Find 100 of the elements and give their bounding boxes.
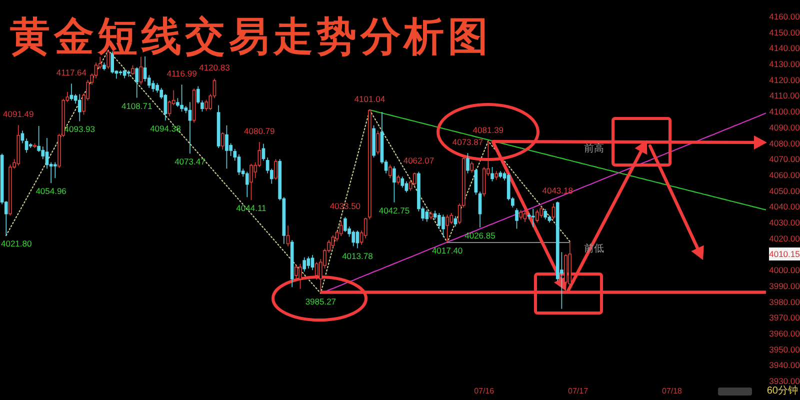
candlestick xyxy=(474,168,478,196)
candlestick xyxy=(540,206,543,218)
candlestick xyxy=(552,203,556,220)
candlestick xyxy=(466,152,470,174)
y-tick-label: 4040.00 xyxy=(769,202,800,212)
candlestick xyxy=(490,166,494,182)
y-tick-label: 3940.00 xyxy=(769,360,800,370)
annotation: 3985.27 xyxy=(305,296,336,306)
annotation: 4101.04 xyxy=(354,94,386,104)
y-tick-label: 3990.00 xyxy=(769,280,800,291)
candlestick xyxy=(220,132,224,150)
candlestick xyxy=(536,209,539,223)
y-tick-label: 3980.00 xyxy=(769,296,800,307)
candlestick xyxy=(131,64,134,76)
chart-title: 黄金短线交易走势分析图 xyxy=(10,13,492,60)
candlestick xyxy=(400,176,404,188)
annotation: 4108.71 xyxy=(121,100,152,111)
candlestick xyxy=(135,66,139,98)
x-tick-label: 07/17 xyxy=(568,386,589,396)
x-tick-label: 07/18 xyxy=(662,386,683,396)
annotation: 4043.18 xyxy=(542,186,574,196)
y-tick-label: 4100.00 xyxy=(769,106,800,117)
annotation: 4033.50 xyxy=(330,200,361,211)
candlestick xyxy=(33,142,36,148)
candlestick xyxy=(392,166,396,203)
candlestick xyxy=(368,110,372,220)
y-tick-label: 3970.00 xyxy=(769,312,800,323)
candlestick xyxy=(286,225,290,247)
annotation: 4013.78 xyxy=(342,251,374,262)
candlestick xyxy=(470,161,474,173)
annotation: 4062.07 xyxy=(403,156,434,166)
candlestick xyxy=(310,254,314,270)
candlestick xyxy=(352,230,356,247)
annotation: 4117.64 xyxy=(56,68,87,78)
candlestick xyxy=(298,263,302,290)
annotation: 4120.83 xyxy=(199,62,230,73)
candlestick xyxy=(544,208,548,220)
y-tick-label: 4160.00 xyxy=(769,12,800,22)
y-tick-label: 4060.00 xyxy=(769,170,800,180)
annotation: 4021.80 xyxy=(1,238,32,248)
candlestick xyxy=(200,100,204,112)
y-tick-label: 4130.00 xyxy=(769,59,800,70)
annotation: 4094.38 xyxy=(150,123,182,134)
candlestick xyxy=(180,84,184,112)
annotation: 4044.11 xyxy=(236,203,267,214)
annotation: 4073.47 xyxy=(174,156,206,167)
candlestick xyxy=(118,70,122,76)
y-tick-label: 3930.00 xyxy=(769,376,800,386)
y-tick-label: 4020.00 xyxy=(769,233,800,244)
candlestick xyxy=(306,256,310,269)
y-tick-label: 4070.00 xyxy=(769,154,800,164)
y-tick-label: 4150.00 xyxy=(769,27,800,38)
candlestick xyxy=(196,86,200,104)
y-tick-label: 3960.00 xyxy=(769,328,800,338)
annotation: 4080.79 xyxy=(244,126,276,136)
candlestick xyxy=(446,214,449,243)
candlestick xyxy=(245,171,249,198)
candlestick xyxy=(478,191,482,228)
y-tick-label: 4000.00 xyxy=(769,265,800,276)
x-tick-label: 07/16 xyxy=(474,386,495,396)
annotation: 4026.85 xyxy=(464,230,496,241)
candlestick xyxy=(425,209,429,222)
candlestick xyxy=(20,130,24,144)
candlestick xyxy=(24,138,28,154)
annotation: 4081.39 xyxy=(472,125,504,136)
candlestick xyxy=(523,208,527,222)
candlestick xyxy=(102,62,106,71)
candlestick xyxy=(396,174,400,185)
candlestick xyxy=(250,163,253,201)
candlestick xyxy=(429,211,433,220)
candlestick xyxy=(494,170,498,180)
candlestick xyxy=(519,209,523,220)
y-tick-label: 4110.00 xyxy=(769,90,800,101)
annotation: 4054.96 xyxy=(36,186,67,196)
candlestick xyxy=(192,88,196,124)
candlestick xyxy=(302,256,306,272)
candlestick xyxy=(331,234,335,248)
candlestick xyxy=(388,164,392,179)
annotation: 4042.75 xyxy=(378,205,410,216)
candlestick xyxy=(274,158,278,180)
candlestick xyxy=(454,216,458,227)
candlestick xyxy=(139,56,143,86)
candlestick xyxy=(376,130,380,155)
y-tick-label: 4090.00 xyxy=(769,122,800,132)
candlestick xyxy=(127,70,130,78)
candlestick xyxy=(442,214,445,238)
y-tick-label: 4080.00 xyxy=(769,138,800,148)
candlestick xyxy=(16,124,20,166)
candlestick xyxy=(515,208,518,230)
y-tick-label: 4120.00 xyxy=(769,74,800,85)
candlestick xyxy=(498,170,502,179)
y-tick-label: 4140.00 xyxy=(769,43,800,54)
candlestick xyxy=(568,242,572,286)
annotation: 4073.87 xyxy=(452,136,484,147)
y-tick-label: 3950.00 xyxy=(769,344,800,354)
y-tick-label: 4050.00 xyxy=(769,186,800,196)
y-tick-label: 4030.00 xyxy=(769,218,800,228)
candlestick xyxy=(290,240,294,288)
candlestick xyxy=(78,94,82,122)
annotation: 前高 xyxy=(584,142,604,154)
